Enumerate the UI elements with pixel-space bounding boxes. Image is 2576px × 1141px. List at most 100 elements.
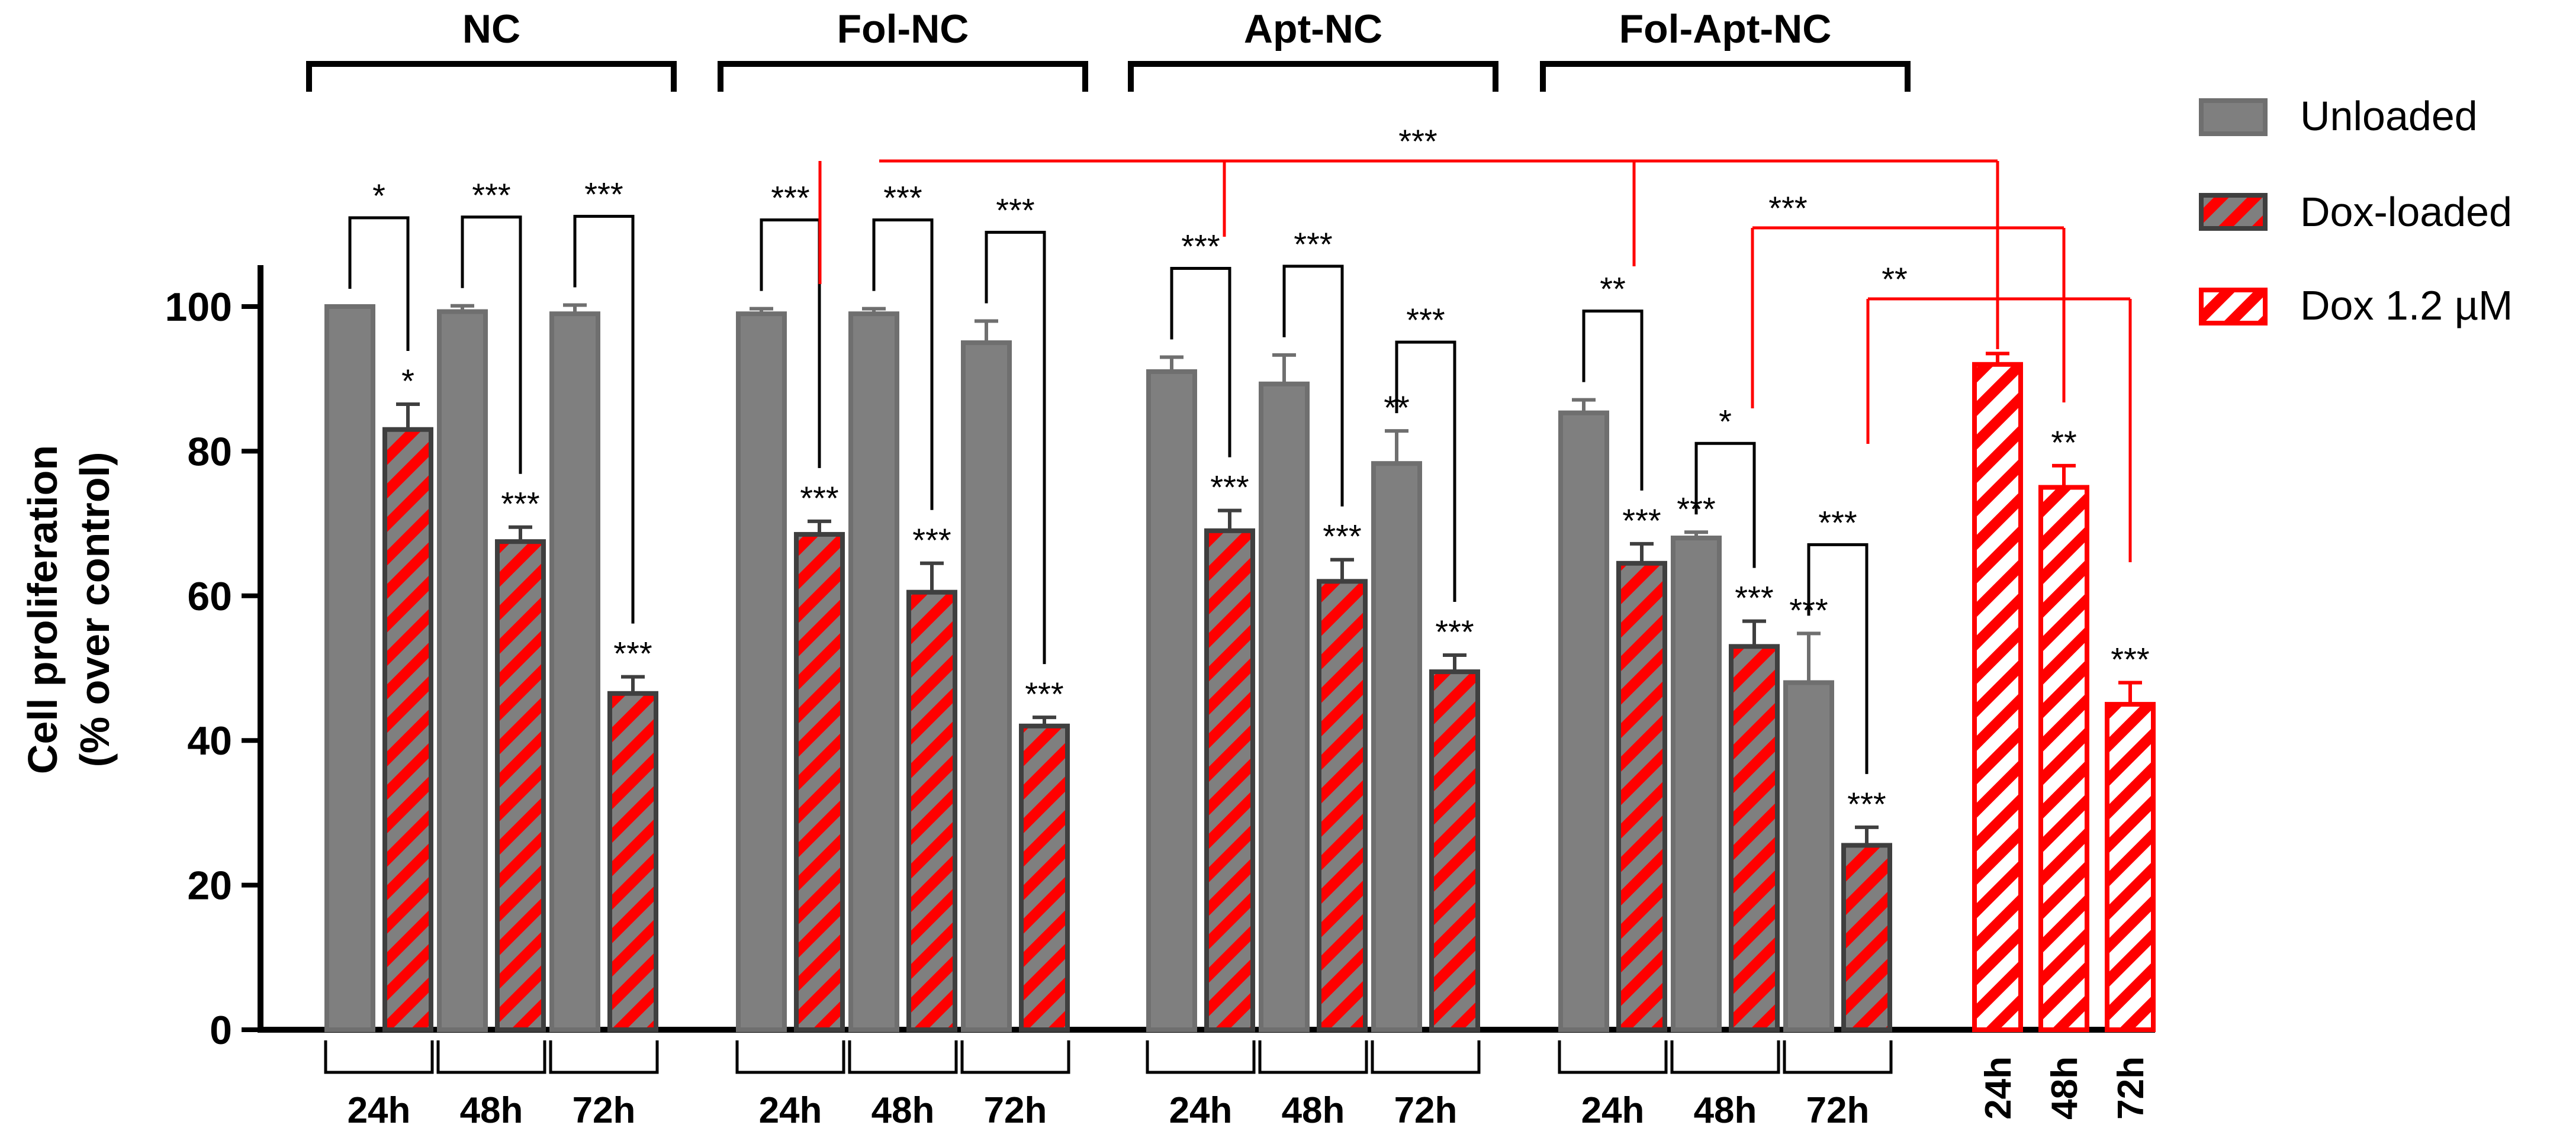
bar-dox-loaded — [1204, 528, 1255, 1032]
time-label: 48h — [1694, 1090, 1757, 1131]
bar-dox-loaded — [1429, 669, 1480, 1032]
group-header-bracket — [306, 61, 677, 92]
legend-label-dox: Dox 1.2 µM — [2300, 282, 2513, 328]
significance-label: *** — [800, 479, 838, 517]
bar-dox-loaded — [906, 589, 957, 1032]
legend-swatch-dox — [2199, 288, 2268, 325]
time-label: 48h — [1282, 1090, 1345, 1131]
bar-unloaded — [1783, 680, 1834, 1032]
pair-bracket — [1582, 310, 1644, 491]
dox-time-label: 24h — [1978, 1056, 2019, 1120]
bar-unloaded — [324, 304, 375, 1032]
bar-dox-loaded — [1841, 843, 1892, 1032]
time-label: 24h — [1169, 1090, 1233, 1131]
bar-dox-loaded — [1317, 579, 1368, 1032]
group-header-bracket — [1128, 61, 1498, 92]
pair-bracket — [760, 218, 821, 468]
significance-label: *** — [883, 179, 922, 217]
significance-label: * — [401, 362, 414, 399]
significance-label: *** — [996, 191, 1034, 228]
bar-unloaded — [549, 311, 600, 1032]
comparison-sig: ** — [1882, 260, 1908, 298]
time-label: 48h — [871, 1090, 935, 1131]
significance-label: *** — [1210, 469, 1249, 506]
significance-label: * — [1719, 402, 1732, 440]
time-label: 72h — [573, 1090, 636, 1131]
significance-label: *** — [1181, 228, 1220, 265]
group-headers: NC Fol-NC Apt-NC Fol-Apt-NC — [306, 7, 1911, 92]
bar-dox-loaded — [495, 539, 546, 1032]
group-header-bracket — [1540, 61, 1911, 92]
group-header-label: Apt-NC — [1244, 7, 1382, 51]
y-tick-label: 80 — [187, 429, 232, 474]
y-tick-label: 100 — [165, 285, 232, 330]
y-axis-title: Cell proliferation (% over control) — [20, 445, 118, 774]
significance-label: *** — [1025, 675, 1063, 713]
time-label: 48h — [460, 1090, 523, 1131]
pair-bracket — [1694, 441, 1756, 568]
significance-label: *** — [1294, 225, 1332, 263]
time-bracket — [735, 1040, 845, 1074]
pair-bracket — [461, 215, 522, 474]
time-bracket — [1258, 1040, 1368, 1074]
significance-label: *** — [613, 635, 652, 672]
significance-label: ** — [1600, 270, 1626, 308]
bar-dox-loaded — [1616, 560, 1667, 1032]
bar-dox-loaded — [1019, 723, 1070, 1032]
time-label: 24h — [348, 1090, 411, 1131]
comparison-brackets: ******** — [818, 123, 2132, 562]
time-bracket — [436, 1040, 546, 1074]
time-bracket — [848, 1040, 958, 1074]
pair-bracket — [872, 218, 934, 510]
pair-bracket — [985, 230, 1046, 665]
significance-label: *** — [1622, 502, 1661, 539]
y-tick-label: 0 — [210, 1008, 232, 1053]
time-bracket — [549, 1040, 659, 1074]
bar-dox-loaded — [382, 427, 433, 1032]
legend-label-dox-loaded: Dox-loaded — [2300, 189, 2512, 235]
comparison-sig: *** — [1768, 189, 1807, 227]
significance-label: *** — [1435, 613, 1474, 650]
bar-unloaded — [437, 309, 488, 1033]
group-header-bracket — [718, 61, 1088, 92]
time-bracket — [1670, 1040, 1780, 1074]
significance-label: *** — [501, 485, 539, 523]
dox-time-label: 48h — [2044, 1056, 2085, 1120]
bar-unloaded — [1371, 461, 1422, 1032]
bar-unloaded — [1671, 536, 1722, 1032]
time-bracket — [960, 1040, 1070, 1074]
group-header-label: Fol-Apt-NC — [1619, 7, 1832, 51]
significance-label: ** — [2051, 424, 2077, 461]
significance-label: *** — [771, 179, 809, 217]
pair-bracket — [1170, 267, 1231, 457]
significance-label: *** — [1847, 785, 1886, 823]
time-label: 24h — [759, 1090, 822, 1131]
time-bracket — [324, 1040, 434, 1074]
significance-label: *** — [912, 521, 951, 559]
bar-unloaded — [1558, 410, 1609, 1032]
significance-label: *** — [1406, 301, 1445, 339]
time-label: 72h — [984, 1090, 1047, 1131]
bar-dox — [1972, 362, 2023, 1032]
legend-swatch-unloaded — [2199, 98, 2268, 136]
pair-bracket — [348, 216, 410, 351]
bar-unloaded — [1146, 369, 1197, 1032]
group-header-label: NC — [462, 7, 520, 51]
significance-label: *** — [1735, 579, 1773, 617]
time-label: 72h — [1394, 1090, 1458, 1131]
pair-bracket — [573, 215, 635, 624]
y-tick-label: 60 — [187, 574, 232, 619]
time-bracket — [1783, 1040, 1893, 1074]
group-header-label: Fol-NC — [837, 7, 969, 51]
bar-dox-loaded — [607, 691, 658, 1032]
annotations: ****************************************… — [348, 176, 2150, 823]
pair-bracket — [1807, 543, 1869, 774]
significance-label: *** — [1818, 504, 1857, 541]
time-label: 72h — [1806, 1090, 1870, 1131]
time-label: 24h — [1581, 1090, 1645, 1131]
significance-label: *** — [1323, 518, 1361, 555]
y-tick-label: 40 — [187, 718, 232, 763]
bar-unloaded — [736, 311, 787, 1032]
bar-dox-loaded — [794, 531, 845, 1032]
